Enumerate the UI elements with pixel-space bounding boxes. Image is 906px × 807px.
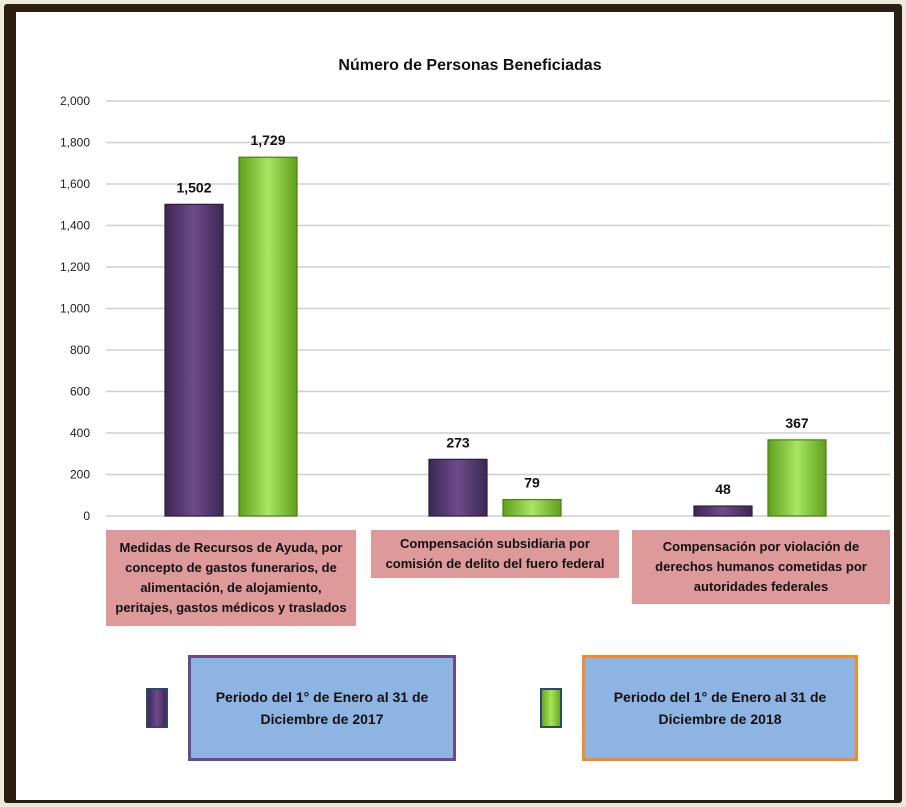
y-tick-label: 200 [70,468,90,482]
data-label: 1,502 [176,179,211,195]
y-tick-label: 1,800 [60,136,90,150]
gridlines [106,100,890,517]
data-label: 48 [715,481,731,497]
y-tick-label: 800 [70,343,90,357]
y-tick-label: 400 [70,426,90,440]
bar-2017-2 [428,458,488,517]
category-label-1: Medidas de Recursos de Ayuda, por concep… [106,530,356,626]
y-axis: 0 200 400 600 800 1,000 1,200 1,400 1,600 1,800 2,… [60,94,90,523]
bar-2017-3 [693,505,753,517]
bar-2018-1 [238,156,298,517]
legend-swatch-2018 [540,688,562,728]
y-tick-label: 1,000 [60,302,90,316]
bar-2018-2 [502,499,562,517]
y-tick-label: 2,000 [60,94,90,108]
data-label: 367 [785,415,809,431]
bar-2018-3 [767,439,827,517]
data-labels: 1,502 273 48 1,729 79 367 [176,132,808,497]
legend-swatch-2017 [146,688,168,728]
chart-title: Número de Personas Beneficiadas [338,57,601,74]
y-tick-label: 1,200 [60,260,90,274]
data-label: 79 [524,475,540,491]
bars [164,156,827,517]
y-tick-label: 1,400 [60,219,90,233]
category-label-2: Compensación subsidiaria por comisión de… [371,530,619,578]
bar-chart: Número de Personas Beneficiadas 0 200 400 6… [60,57,890,523]
y-tick-label: 0 [83,509,90,523]
category-label-3: Compensación por violación de derechos h… [632,530,890,604]
legend-entry-2018: Periodo del 1° de Enero al 31 de Diciemb… [582,655,858,761]
y-tick-label: 600 [70,385,90,399]
y-tick-label: 1,600 [60,177,90,191]
bar-2017-1 [164,203,224,517]
legend-entry-2017: Periodo del 1° de Enero al 31 de Diciemb… [188,655,456,761]
chart-panel: Número de Personas Beneficiadas 0 200 400 6… [16,12,894,800]
data-label: 1,729 [250,132,285,148]
data-label: 273 [446,434,470,450]
